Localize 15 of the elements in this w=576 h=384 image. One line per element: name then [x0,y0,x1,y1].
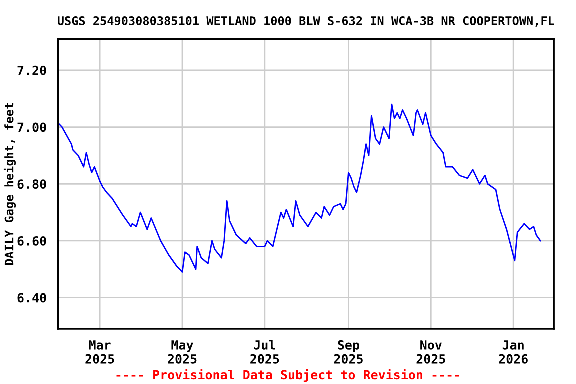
x-tick-label: Sep 2025 [334,340,363,364]
y-axis-title: DAILY Gage height, feet [4,103,16,266]
line-series [58,104,542,273]
y-tick-label: 6.60 [18,236,46,246]
x-tick-label: Nov 2025 [416,340,446,364]
text: ---- Provisional Data Subject to Revision ---- [116,369,460,382]
x-tick-label: May 2025 [168,340,197,364]
chart-title: USGS 254903080385101 WETLAND 1000 BLW S-632 IN WCA-3B NR COOPERTOWN,FL [58,16,554,27]
y-tick-label: 6.40 [18,293,46,303]
x-tick-label: Jul 2025 [250,340,280,364]
x-tick-label: Mar 2025 [86,340,114,364]
y-tick-label: 7.00 [18,122,46,132]
y-tick-label: 6.80 [18,180,46,190]
x-tick-label: Jan 2026 [499,340,528,364]
y-tick-label: 7.20 [18,66,46,76]
